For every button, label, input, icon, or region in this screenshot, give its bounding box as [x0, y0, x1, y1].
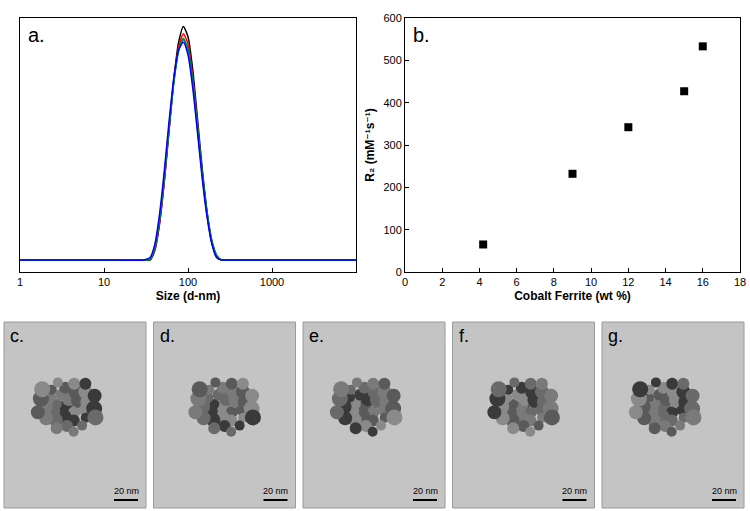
- svg-text:b.: b.: [413, 24, 430, 46]
- svg-text:0: 0: [396, 266, 402, 278]
- svg-text:200: 200: [383, 181, 401, 193]
- svg-text:a.: a.: [28, 24, 45, 46]
- svg-text:10: 10: [585, 276, 597, 288]
- svg-text:16: 16: [697, 276, 709, 288]
- svg-text:20 nm: 20 nm: [263, 486, 288, 496]
- svg-text:R₂ (mM⁻¹s⁻¹): R₂ (mM⁻¹s⁻¹): [363, 108, 377, 181]
- svg-text:4: 4: [476, 276, 482, 288]
- svg-text:c.: c.: [10, 326, 24, 346]
- svg-text:Size (d-nm): Size (d-nm): [156, 289, 221, 303]
- svg-text:Cobalt Ferrite (wt %): Cobalt Ferrite (wt %): [514, 289, 631, 303]
- svg-text:8: 8: [551, 276, 557, 288]
- svg-text:e.: e.: [309, 326, 324, 346]
- svg-text:20 nm: 20 nm: [562, 486, 587, 496]
- svg-text:100: 100: [383, 224, 401, 236]
- svg-text:0: 0: [402, 276, 408, 288]
- svg-text:20 nm: 20 nm: [712, 486, 737, 496]
- svg-text:400: 400: [383, 97, 401, 109]
- svg-text:d.: d.: [160, 326, 175, 346]
- svg-text:300: 300: [383, 139, 401, 151]
- svg-text:6: 6: [514, 276, 520, 288]
- svg-text:100: 100: [179, 276, 197, 288]
- svg-text:20 nm: 20 nm: [114, 486, 139, 496]
- svg-text:14: 14: [659, 276, 671, 288]
- svg-text:1000: 1000: [260, 276, 284, 288]
- svg-text:600: 600: [383, 12, 401, 24]
- svg-text:1: 1: [17, 276, 23, 288]
- svg-text:10: 10: [98, 276, 110, 288]
- svg-text:g.: g.: [608, 326, 623, 346]
- svg-text:12: 12: [622, 276, 634, 288]
- svg-text:18: 18: [734, 276, 746, 288]
- svg-text:500: 500: [383, 54, 401, 66]
- svg-text:2: 2: [439, 276, 445, 288]
- svg-text:20 nm: 20 nm: [413, 486, 438, 496]
- svg-text:f.: f.: [459, 326, 469, 346]
